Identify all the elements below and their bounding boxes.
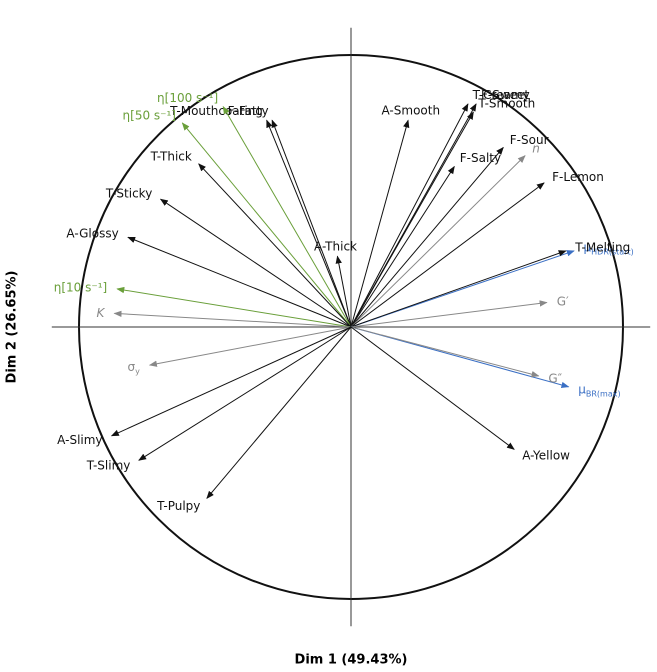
vector [127,236,352,328]
label-main: η[100 s⁻¹] [157,91,218,105]
vector [222,105,352,328]
vector-label: T-Smooth [477,96,535,110]
label-main: K [97,305,106,319]
x-axis-title: Dim 1 (49.43%) [295,653,408,668]
vector-label: T-Melting [574,240,630,254]
label-main: F-Sour [510,132,549,146]
vector-label: G′ [557,294,569,308]
label-main: μ [584,240,592,254]
vector [198,163,352,328]
vector-label: F-Lemon [552,169,604,183]
vector-label: η[50 s⁻¹] [123,108,176,122]
vector [335,255,352,328]
vector-label: T-Thick [150,149,192,163]
vector-label: σy [128,359,141,375]
label-main: G″ [548,371,562,385]
label-main: σ [128,359,136,373]
vector-label: T-Creamy [472,88,530,102]
label-main: F-Sweet [481,88,529,102]
vector [350,119,410,328]
vector-label: η[10 s⁻¹] [54,280,107,294]
vector-label: A-Yellow [522,448,570,462]
label-main: n [532,141,540,155]
vector [148,326,352,367]
vector [350,300,548,328]
label-main: η[10 s⁻¹] [54,280,107,294]
vector-label: T-Slimy [86,458,131,472]
vector-label: T-Pulpy [156,499,200,513]
vector [271,119,352,328]
vector-label: μBR(max) [578,382,620,398]
vector [116,286,352,328]
vector-label: A-Slimy [57,432,102,446]
vector-label: G″ [548,371,562,385]
label-subscript: HDR(start) [591,247,634,256]
label-main: T-Pulpy [156,499,200,513]
y-axis-title: Dim 2 (26.65%) [5,271,20,384]
label-main: T-Thick [150,149,192,163]
vector-label: T-Mouthcoating [169,104,263,118]
label-main: T-Creamy [472,88,530,102]
label-main: F-Lemon [552,169,604,183]
vector [350,146,504,328]
vector-label: A-Glossy [66,226,118,240]
vector [113,310,352,328]
label-main: T-Smooth [477,96,535,110]
vector-label: F-Sour [510,132,549,146]
vector [350,326,515,450]
vector-label: A-Smooth [381,103,440,117]
vector-label: T-Sticky [105,186,152,200]
vector-label: A-Thick [314,239,357,253]
vector [350,111,474,328]
vector-label: η[100 s⁻¹] [157,91,218,105]
label-main: T-Melting [574,240,630,254]
vector-label: K [97,305,106,319]
label-main: A-Yellow [522,448,570,462]
vector [206,326,352,499]
vector [159,198,352,328]
vector-label: F-Salty [460,151,501,165]
label-main: η[50 s⁻¹] [123,108,176,122]
vector [350,103,469,328]
label-main: T-Sticky [105,186,152,200]
label-main: A-Smooth [381,103,440,117]
vector-label: F-Fatty [228,103,269,117]
vector-label: n [532,141,540,155]
vector [350,250,567,328]
vector [138,326,352,461]
vector [350,326,540,378]
label-main: μ [578,382,586,396]
label-main: F-Fatty [228,103,269,117]
label-subscript: BR(max) [586,389,621,398]
label-main: A-Thick [314,239,357,253]
vector [266,119,352,328]
vector-label: F-Sweet [481,88,529,102]
vector [110,326,352,437]
vector-label: μHDR(start) [584,240,634,256]
label-main: F-Salty [460,151,501,165]
vector [350,155,526,328]
vector [350,182,545,328]
label-subscript: y [135,366,140,375]
label-main: A-Slimy [57,432,102,446]
label-main: A-Glossy [66,226,118,240]
label-main: T-Slimy [86,458,131,472]
vector [350,165,455,328]
label-main: G′ [557,294,569,308]
vector [181,122,352,328]
label-main: T-Mouthcoating [169,104,263,118]
